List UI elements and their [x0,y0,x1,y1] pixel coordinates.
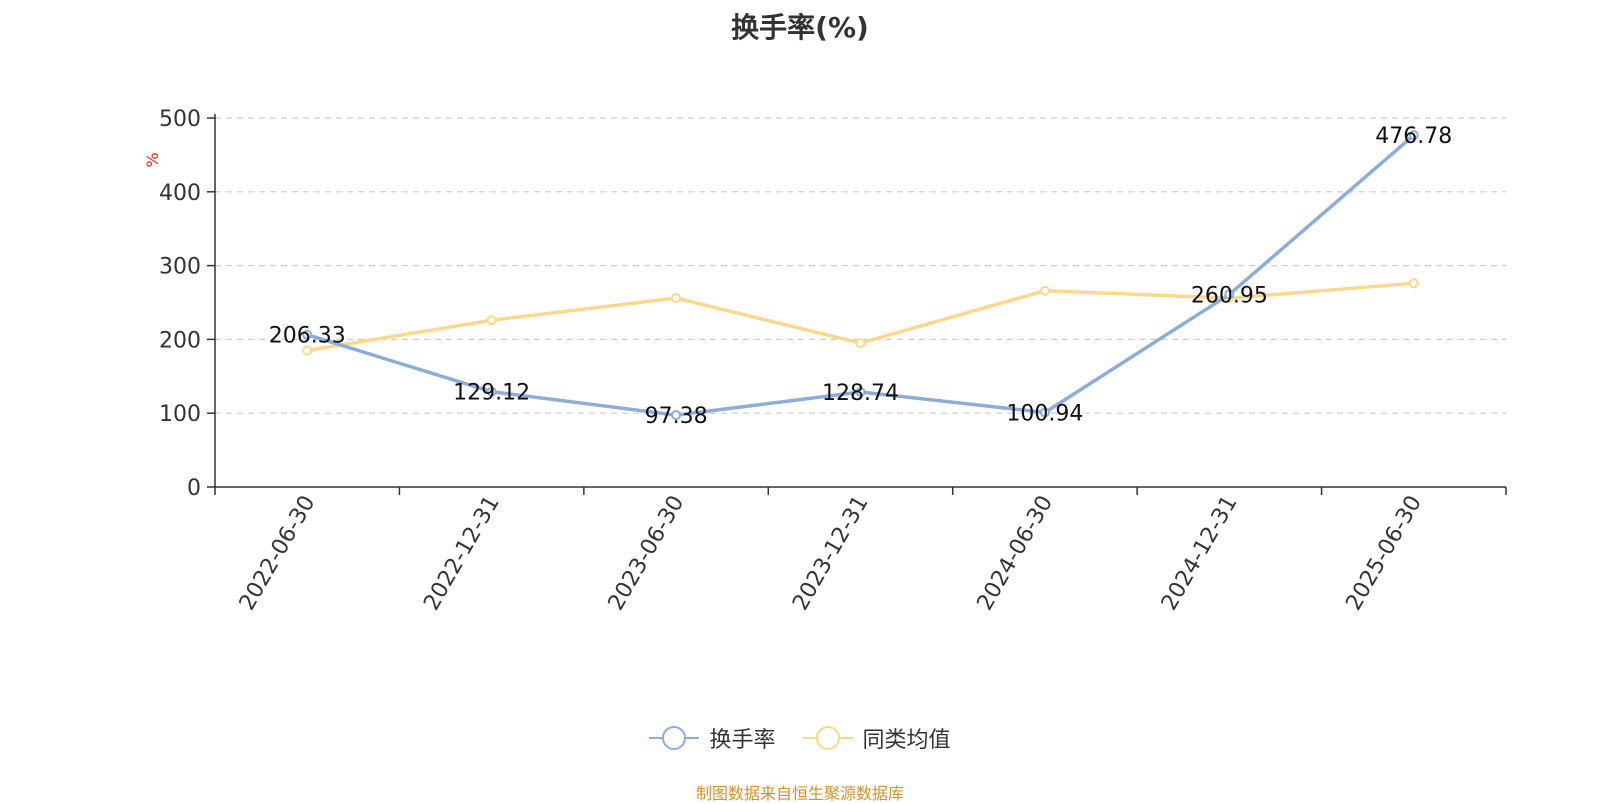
data-label: 129.12 [453,381,530,406]
data-point-0 [302,329,313,340]
data-point-0 [486,386,497,397]
data-labels: 206.33 129.12 97.38 128.74 100.94 260.95 476.7… [269,124,1453,429]
y-tick-label: 300 [159,255,201,280]
x-tick-label: 2023-12-31 [788,492,874,615]
data-point-0 [855,386,866,397]
data-point-1 [1408,278,1419,289]
legend-label-peer-average: 同类均值 [862,728,951,753]
data-label: 128.74 [822,381,899,406]
data-point-1 [486,315,497,326]
data-point-0 [1408,130,1419,141]
data-label: 100.94 [1006,402,1083,427]
x-tick-label: 2025-06-30 [1341,492,1427,615]
y-tick-label: 400 [159,181,201,206]
legend-label-turnover: 换手率 [709,728,776,753]
data-point-0 [671,410,682,421]
chart-title: 换手率(%) [731,11,869,44]
data-point-1 [1039,285,1050,296]
data-point-1 [671,293,682,304]
x-tick-label: 2022-06-30 [235,492,321,615]
legend-item-turnover[interactable]: 换手率 [649,722,776,754]
x-tick-label: 2024-06-30 [973,492,1059,615]
data-point-0 [1224,289,1235,300]
data-point-1 [302,345,313,356]
data-label: 97.38 [645,404,708,429]
y-tick-label: 100 [159,402,201,427]
y-tick-label: 200 [159,328,201,353]
legend: 换手率 同类均值 [0,722,1600,756]
legend-circle-icon [802,726,853,750]
y-tick-label: 500 [159,107,201,132]
x-tick-label: 2023-06-30 [604,492,690,615]
data-point-0 [1039,407,1050,418]
axes: 0 100 200 300 400 500% 2022-06-30 2022-12-31 202… [143,107,1507,615]
y-axis-unit-label: % [143,152,162,167]
legend-item-peer-average[interactable]: 同类均值 [802,722,951,754]
data-label: 260.95 [1191,283,1268,308]
legend-circle-icon [649,726,700,750]
data-label: 206.33 [269,324,346,349]
y-tick-label: 0 [187,476,201,501]
source-note: 制图数据来自恒生聚源数据库 [695,784,904,803]
x-tick-label: 2024-12-31 [1157,492,1243,615]
data-label: 476.78 [1375,124,1452,149]
series-lines [302,130,1419,421]
series-line-0 [306,133,1415,417]
data-point-1 [855,338,866,349]
grid-lines [215,117,1506,414]
x-tick-label: 2022-12-31 [419,492,505,615]
